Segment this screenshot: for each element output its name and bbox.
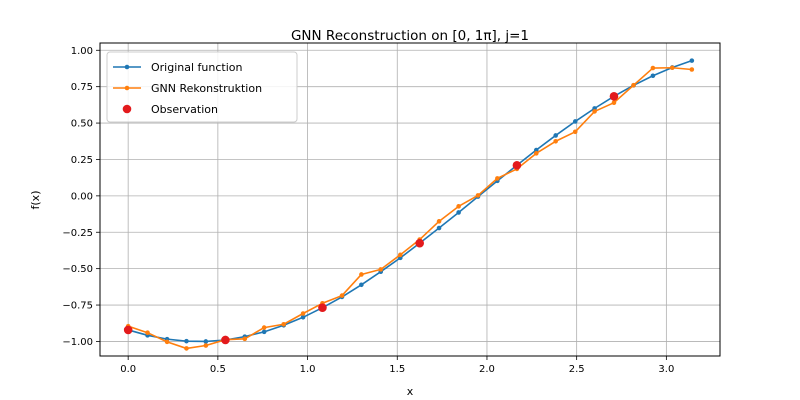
observation-point — [609, 91, 619, 101]
y-tick-label: −0.50 — [62, 264, 93, 275]
data-point — [611, 100, 617, 105]
y-tick-label: −0.25 — [62, 228, 93, 239]
data-point — [300, 311, 306, 316]
legend-item: Original function — [113, 61, 243, 74]
ticks: 0.0 0.5 1.0 1.5 2.0 2.5 3.0 −1.00 −0.75 −0.50 −0.2… — [62, 46, 674, 375]
data-point — [572, 119, 578, 124]
chart-title: GNN Reconstruction on [0, 1π], j=1 — [291, 28, 529, 44]
data-point — [592, 109, 597, 114]
legend-label: GNN Rekonstruktion — [151, 82, 262, 95]
data-point — [689, 58, 695, 63]
legend-label: Original function — [151, 61, 243, 74]
x-axis-label: x — [407, 385, 414, 398]
observation-point — [123, 325, 133, 335]
data-point — [631, 82, 636, 88]
data-point — [669, 65, 675, 71]
y-tick-label: 0.25 — [71, 155, 93, 166]
legend-item: GNN Rekonstruktion — [113, 82, 262, 95]
data-point — [553, 138, 558, 144]
observation-point — [221, 335, 230, 345]
legend-item: Observation — [122, 103, 218, 116]
observation-point — [415, 238, 424, 248]
data-point — [300, 314, 306, 320]
x-tick-label: 2.5 — [569, 364, 585, 375]
x-tick-label: 0.5 — [210, 364, 226, 375]
x-tick-label: 1.0 — [300, 364, 316, 375]
data-point — [398, 252, 403, 258]
data-point — [164, 339, 170, 345]
data-point — [495, 176, 500, 181]
data-point — [378, 267, 384, 272]
data-point — [339, 293, 345, 298]
data-point — [242, 336, 248, 342]
data-point — [184, 338, 189, 344]
data-point — [184, 346, 189, 351]
data-point — [456, 210, 461, 215]
data-point — [650, 65, 656, 71]
y-tick-label: −1.00 — [62, 337, 93, 348]
plot-frame — [99, 42, 721, 357]
observation-point — [512, 160, 522, 170]
data-point — [533, 147, 539, 153]
data-point — [359, 282, 364, 288]
y-tick-label: 0.75 — [71, 82, 93, 93]
legend-swatch-marker — [124, 64, 130, 70]
observation-point — [318, 303, 327, 312]
data-point — [261, 329, 267, 335]
x-tick-label: 0.0 — [120, 364, 136, 375]
data-point — [650, 73, 656, 79]
legend-label: Observation — [151, 103, 218, 116]
data-point — [145, 330, 150, 336]
y-axis-label: f(x) — [29, 191, 42, 210]
x-tick-label: 1.5 — [389, 364, 405, 375]
legend: Original function GNN Rekonstruktion Obser… — [106, 51, 298, 123]
data-point — [281, 321, 287, 327]
y-tick-label: 1.00 — [71, 46, 93, 57]
data-point — [533, 151, 539, 156]
legend-swatch-marker — [122, 104, 132, 114]
data-point — [572, 129, 578, 135]
y-tick-label: 0.50 — [71, 119, 93, 130]
data-point — [436, 225, 442, 231]
data-point — [261, 325, 267, 330]
legend-box — [106, 51, 298, 123]
data-point — [203, 339, 209, 344]
x-tick-label: 3.0 — [658, 364, 674, 375]
legend-swatch-marker — [124, 85, 130, 91]
data-point — [689, 67, 695, 72]
series-3 — [123, 91, 619, 345]
y-tick-label: −0.75 — [62, 301, 93, 312]
data-point — [553, 133, 558, 138]
series-layer — [123, 58, 695, 351]
y-tick-label: 0.00 — [71, 191, 93, 202]
data-point — [456, 204, 461, 209]
x-tick-label: 2.0 — [479, 364, 495, 375]
data-point — [436, 219, 442, 224]
data-point — [203, 343, 209, 348]
data-point — [475, 193, 481, 198]
data-point — [359, 272, 364, 277]
